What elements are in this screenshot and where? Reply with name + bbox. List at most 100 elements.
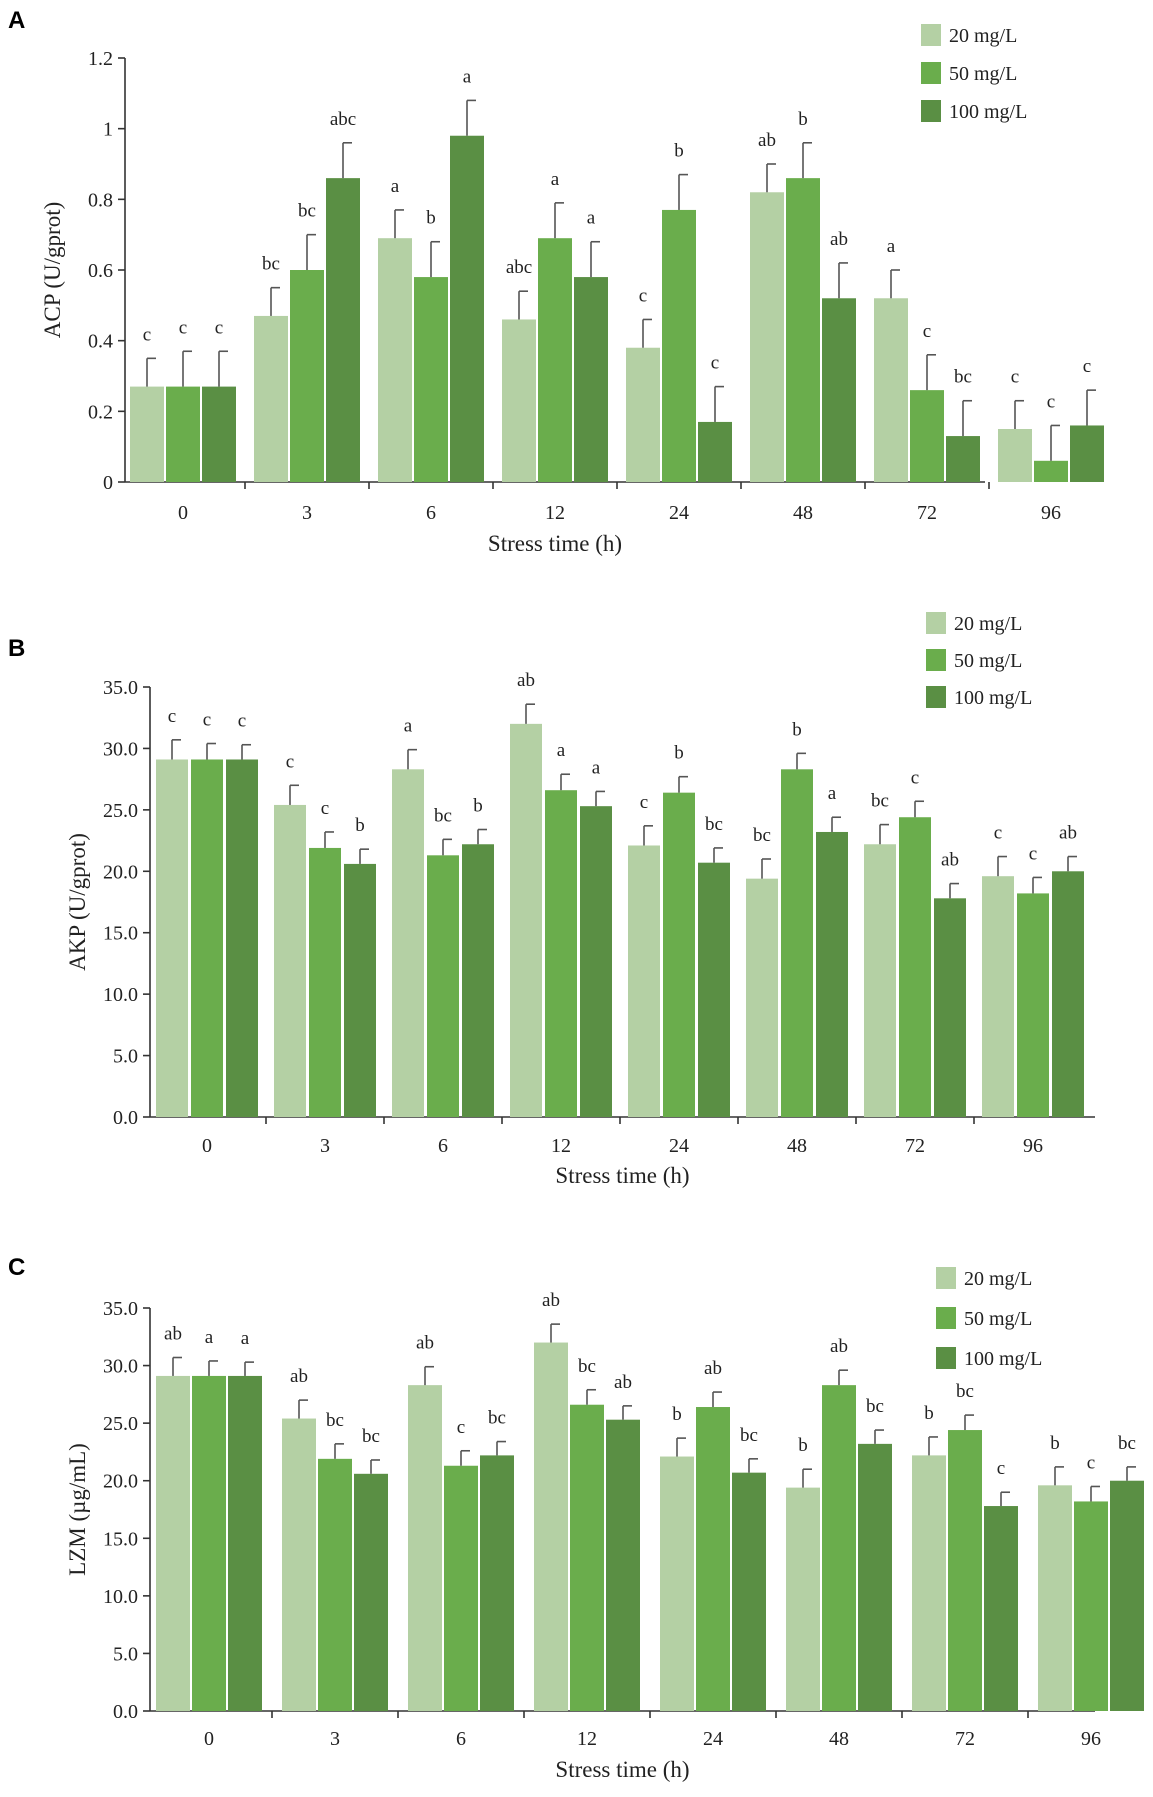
x-tick-label: 6 [438, 1135, 448, 1157]
significance-label: ab [614, 1372, 632, 1393]
bar [750, 192, 784, 482]
y-tick-label: 20.0 [103, 1471, 138, 1493]
bar [662, 209, 696, 482]
bar [934, 898, 966, 1117]
bar [502, 319, 536, 482]
significance-label: a [887, 236, 896, 257]
y-tick-label: 0.4 [88, 331, 113, 353]
significance-label: bc [488, 1408, 506, 1429]
y-tick-label: 5.0 [113, 1046, 138, 1068]
bar [1038, 1485, 1072, 1711]
significance-label: a [391, 176, 400, 197]
significance-label: bc [954, 367, 972, 388]
significance-label: c [1083, 356, 1091, 377]
chart-panel-c: C 0.0 5.0 10.0 15.0 20.0 25.0 30.0 35.0 LZM (µg/m… [8, 1254, 1144, 1782]
y-tick-label: 15.0 [103, 923, 138, 945]
bar [864, 844, 896, 1117]
bar [344, 863, 376, 1117]
bar [1070, 425, 1104, 482]
significance-label: c [179, 317, 187, 338]
bar [910, 390, 944, 482]
legend: 20 mg/L 50 mg/L 100 mg/L [936, 1267, 1042, 1370]
significance-label: b [798, 109, 808, 130]
significance-label: a [404, 716, 413, 737]
bar [746, 878, 778, 1117]
y-tick-label: 0 [103, 472, 113, 494]
bar [1074, 1501, 1108, 1711]
significance-label: b [672, 1404, 682, 1425]
significance-label: bc [871, 791, 889, 812]
significance-label: c [215, 317, 223, 338]
bar [606, 1419, 640, 1711]
significance-label: bc [434, 805, 452, 826]
bar [510, 723, 542, 1117]
significance-label: abc [330, 109, 356, 130]
bar [858, 1443, 892, 1711]
y-tick-label: 10.0 [103, 1586, 138, 1608]
significance-label: ab [164, 1324, 182, 1345]
significance-label: bc [753, 825, 771, 846]
x-tick-label: 96 [1041, 502, 1061, 524]
panel-letter: A [8, 7, 25, 34]
significance-label: a [828, 783, 837, 804]
bar [444, 1465, 478, 1711]
significance-label: b [674, 743, 684, 764]
x-tick-label: 3 [330, 1728, 340, 1750]
significance-label: ab [941, 850, 959, 871]
legend-swatch [936, 1267, 956, 1289]
significance-label: c [997, 1458, 1005, 1479]
legend-label: 100 mg/L [954, 687, 1032, 709]
significance-label: ab [517, 670, 535, 691]
y-tick-label: 35.0 [103, 1298, 138, 1320]
bar [1110, 1480, 1144, 1711]
significance-label: ab [416, 1333, 434, 1354]
legend-label: 50 mg/L [954, 650, 1022, 672]
bar [318, 1458, 352, 1711]
significance-label: a [205, 1327, 214, 1348]
bar [912, 1455, 946, 1711]
bar [698, 862, 730, 1117]
chart-panel-b: B 0.0 5.0 10.0 15.0 20.0 25.0 30.0 35.0 AKP (U/gp… [8, 612, 1095, 1188]
bar [822, 1385, 856, 1711]
bar [899, 817, 931, 1117]
y-tick-label: 20.0 [103, 861, 138, 883]
significance-label: bc [705, 814, 723, 835]
x-tick-label: 6 [456, 1728, 466, 1750]
bar [628, 845, 660, 1117]
bar [1034, 460, 1068, 482]
significance-label: abc [506, 257, 532, 278]
significance-label: c [911, 767, 919, 788]
legend-label: 20 mg/L [954, 613, 1022, 635]
y-axis-title: ACP (U/gprot) [40, 202, 65, 339]
x-tick-label: 24 [669, 502, 689, 524]
x-tick-label: 72 [955, 1728, 975, 1750]
x-tick-label: 48 [793, 502, 813, 524]
y-tick-label: 25.0 [103, 1413, 138, 1435]
bar [282, 1418, 316, 1711]
bar [226, 759, 258, 1117]
significance-label: a [587, 208, 596, 229]
y-tick-label: 0.0 [113, 1701, 138, 1723]
y-tick-label: 25.0 [103, 800, 138, 822]
bar [538, 238, 572, 482]
significance-label: b [426, 208, 436, 229]
bar [574, 277, 608, 482]
x-axis-title: Stress time (h) [555, 1757, 689, 1782]
legend-swatch [926, 612, 946, 634]
bar [946, 436, 980, 482]
bar [326, 178, 360, 482]
bar [698, 421, 732, 482]
bar [822, 298, 856, 482]
x-axis-title: Stress time (h) [555, 1163, 689, 1188]
x-tick-label: 0 [204, 1728, 214, 1750]
bar [254, 315, 288, 482]
significance-label: b [924, 1403, 934, 1424]
significance-label: bc [578, 1356, 596, 1377]
y-tick-label: 1 [103, 119, 113, 141]
bar [156, 1375, 190, 1711]
x-tick-label: 0 [202, 1135, 212, 1157]
significance-label: a [557, 740, 566, 761]
x-tick-label: 72 [905, 1135, 925, 1157]
bar [663, 792, 695, 1117]
x-tick-label: 72 [917, 502, 937, 524]
